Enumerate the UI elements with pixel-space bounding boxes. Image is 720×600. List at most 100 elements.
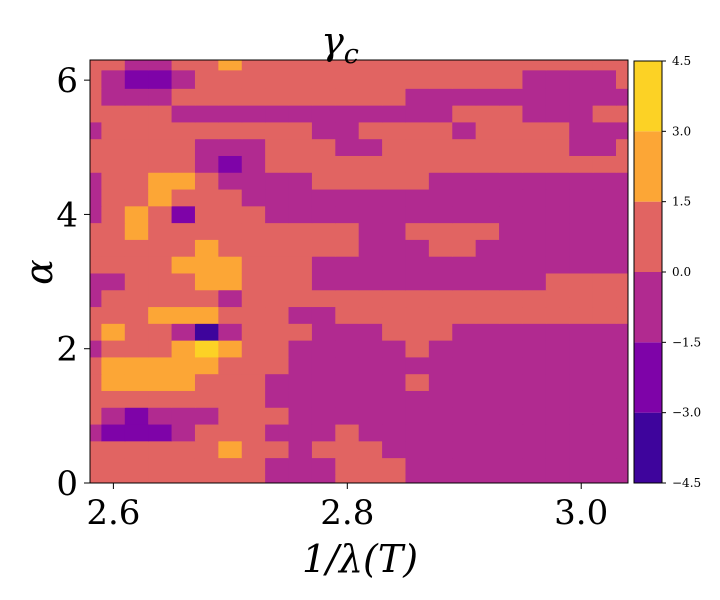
contour-cell [429,223,453,240]
contour-cell [90,458,102,475]
contour-cell [172,88,196,105]
contour-cell [382,340,406,357]
contour-cell [476,273,500,290]
contour-cell [593,424,617,441]
contour-cell [195,340,219,357]
contour-cell [499,306,523,323]
contour-cell [593,223,617,240]
contour-cell [125,239,149,256]
contour-cell [382,139,406,156]
contour-cell [546,60,570,71]
contour-cell [522,155,546,172]
x-tick-label: 3.0 [554,493,608,533]
contour-cell [359,88,383,105]
colorbar: −4.5 −3.0 −1.5 0.0 1.5 3.0 4.5 [634,54,701,490]
colorbar-tick-label: −3.0 [672,406,701,420]
contour-cell [289,357,313,374]
contour-cell [172,357,196,374]
contour-cell [218,172,242,189]
contour-cell [569,458,593,475]
x-tick-label: 2.6 [86,493,140,533]
contour-cell [522,105,546,122]
contour-cell [452,357,476,374]
contour-cell [359,407,383,424]
contour-cell [429,60,453,71]
contour-cell [125,306,149,323]
contour-cell [616,273,628,290]
contour-cell [593,323,617,340]
contour-cell [289,306,313,323]
contour-cell [265,458,289,475]
contour-cell [382,323,406,340]
contour-cell [289,374,313,391]
contour-cell [101,155,125,172]
contour-cell [172,223,196,240]
contour-cell [218,155,242,172]
contour-cell [265,407,289,424]
contour-cell [429,189,453,206]
contour-cell [359,70,383,89]
contour-cell [218,189,242,206]
contour-cell [522,223,546,240]
contour-cell [195,189,219,206]
contour-cell [148,139,172,156]
contour-cell [593,306,617,323]
contour-cell [101,60,125,71]
contour-cell [289,273,313,290]
contour-cell [90,290,102,307]
contour-cell [522,340,546,357]
contour-cell [616,424,628,441]
contour-cell [242,374,266,391]
contour-cell [569,256,593,273]
contour-cell [476,105,500,122]
contour-cell [405,390,429,407]
contour-cell [382,189,406,206]
contour-cell [312,474,336,483]
contour-cell [265,139,289,156]
contour-cell [499,290,523,307]
contour-cell [522,374,546,391]
contour-cell [218,323,242,340]
contour-cell [195,458,219,475]
contour-cell [382,407,406,424]
contour-cell [125,390,149,407]
contour-cell [522,474,546,483]
contour-cell [476,458,500,475]
contour-cell [546,189,570,206]
contour-cell [148,458,172,475]
contour-cell [312,424,336,441]
contour-cell [546,306,570,323]
contour-cell [148,239,172,256]
contour-cell [289,323,313,340]
contour-cell [476,390,500,407]
contour-cell [616,189,628,206]
contour-cell [125,340,149,357]
contour-cell [429,273,453,290]
contour-cell [476,306,500,323]
contour-cell [242,155,266,172]
contour-cell [90,424,102,441]
contour-cell [218,441,242,458]
contour-cell [499,122,523,139]
contour-cell [265,357,289,374]
contour-cell [242,223,266,240]
contour-cell [265,155,289,172]
contour-cell [382,172,406,189]
contour-cell [218,223,242,240]
contour-cell [452,474,476,483]
contour-cell [335,441,359,458]
contour-cell [499,390,523,407]
contour-cell [429,256,453,273]
contour-cell [172,273,196,290]
contour-cell [616,139,628,156]
colorbar-band [634,342,662,412]
contour-cell [148,407,172,424]
contour-cell [429,88,453,105]
contour-cell [148,70,172,89]
contour-cell [499,424,523,441]
contour-cell [242,424,266,441]
contour-cell [195,306,219,323]
contour-cell [335,88,359,105]
contour-cell [522,323,546,340]
contour-cell [546,172,570,189]
